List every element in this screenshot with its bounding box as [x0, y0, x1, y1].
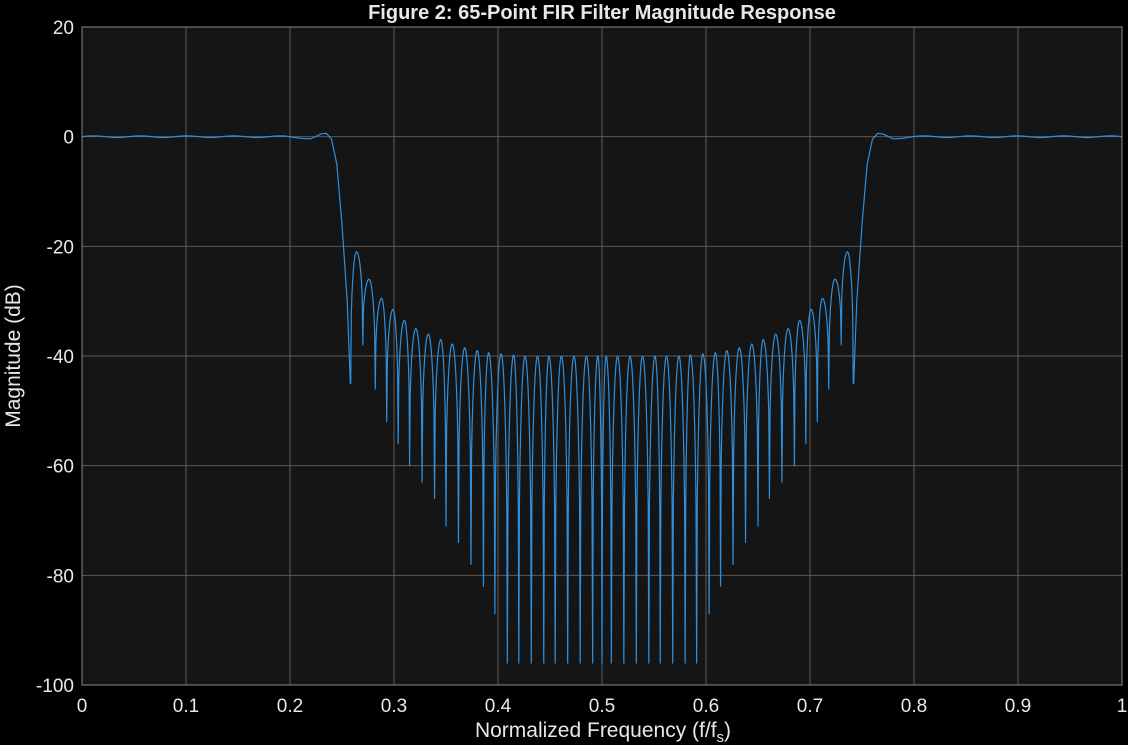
y-tick-label: -80 — [47, 566, 74, 587]
x-tick-label: 0.7 — [797, 696, 823, 717]
x-axis-label-main: Normalized Frequency (f/f — [475, 719, 717, 742]
x-axis-label-suffix: ) — [724, 719, 731, 742]
response-curve-group — [81, 132, 1123, 664]
y-axis-label: Magnitude (dB) — [2, 284, 25, 428]
x-tick-label: 0.4 — [485, 696, 512, 717]
y-tick-label: 0 — [63, 128, 74, 149]
plot-frame — [81, 26, 1123, 686]
x-axis-label-subscript: s — [717, 729, 725, 745]
x-tick-label: 0.1 — [173, 696, 199, 717]
x-tick-label: 0.3 — [381, 696, 407, 717]
y-tick-label: -20 — [47, 237, 74, 258]
y-tick-label: -60 — [47, 457, 74, 478]
x-tick-label: 0.2 — [277, 696, 303, 717]
x-tick-label: 1 — [1117, 696, 1128, 717]
grid-lines — [82, 27, 1122, 685]
x-tick-label: 0.6 — [693, 696, 719, 717]
x-tick-label: 0 — [77, 696, 88, 717]
x-tick-label: 0.9 — [1005, 696, 1031, 717]
x-axis-label: Normalized Frequency (f/fs) — [475, 719, 731, 745]
x-tick-label: 0.8 — [901, 696, 927, 717]
y-tick-label: -40 — [47, 347, 74, 368]
x-tick-labels: 0 0.1 0.2 0.3 0.4 0.5 0.6 0.7 0.8 0.9 1 — [77, 696, 1128, 717]
y-tick-label: 20 — [53, 18, 74, 39]
y-tick-label: -100 — [36, 676, 74, 697]
chart-title: Figure 2: 65-Point FIR Filter Magnitude … — [368, 2, 836, 24]
x-tick-label: 0.5 — [589, 696, 615, 717]
response-curve — [81, 132, 1123, 664]
y-tick-labels: 20 0 -20 -40 -60 -80 -100 — [36, 18, 74, 697]
